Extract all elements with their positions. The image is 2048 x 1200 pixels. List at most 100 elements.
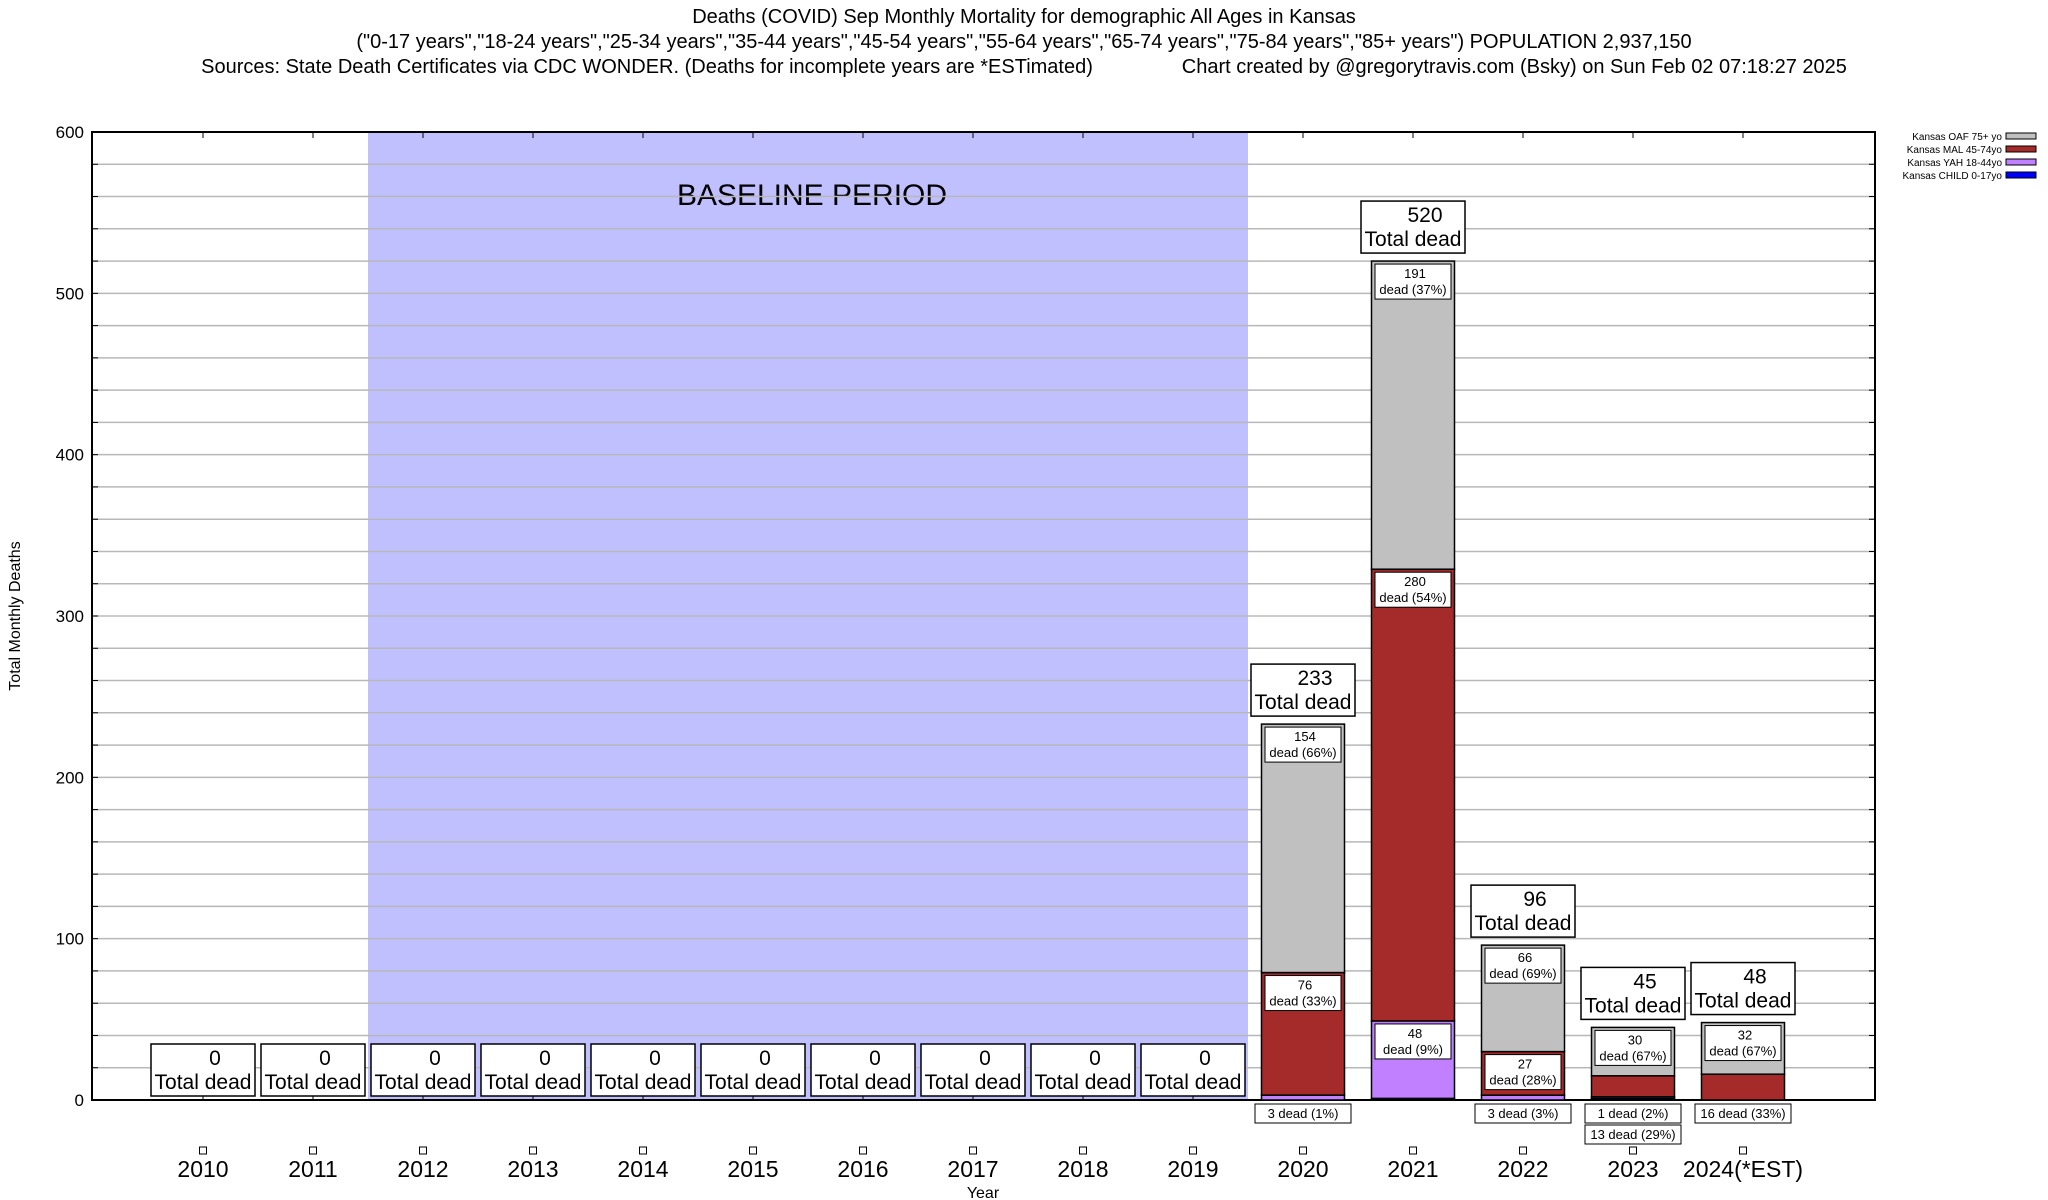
y-tick-label: 500 <box>56 284 84 303</box>
legend-label: Kansas CHILD 0-17yo <box>1903 171 2003 182</box>
legend-label: Kansas YAH 18-44yo <box>1907 158 2002 169</box>
segment-label-text: dead (9%) <box>1383 1042 1443 1057</box>
total-label-box <box>480 1043 586 1097</box>
segment-label-value: 154 <box>1294 729 1316 744</box>
total-label-value: 96 <box>1523 888 1546 911</box>
bar-segment <box>1590 1075 1676 1098</box>
total-label-box <box>1030 1043 1136 1097</box>
point-marker <box>1079 1146 1087 1155</box>
total-label-value: 0 <box>869 1047 881 1070</box>
baseline-label: BASELINE PERIOD <box>677 179 947 212</box>
total-label-box <box>700 1043 806 1097</box>
x-tick-label: 2024(*EST) <box>1683 1156 1803 1182</box>
total-label-text: Total dead <box>1585 994 1682 1017</box>
point-marker <box>1519 1146 1527 1155</box>
point-marker <box>419 1146 427 1155</box>
x-tick-label: 2017 <box>947 1156 998 1182</box>
segment-label-value: 76 <box>1298 978 1312 993</box>
segment-label-value: 191 <box>1404 266 1426 281</box>
total-label-value: 520 <box>1407 204 1442 227</box>
x-tick-label: 2022 <box>1497 1156 1548 1182</box>
x-tick-label: 2010 <box>177 1156 228 1182</box>
total-label-box <box>1470 884 1576 938</box>
y-tick-label: 0 <box>75 1091 84 1110</box>
segment-label-text: dead (28%) <box>1489 1073 1556 1088</box>
total-label-box <box>1690 961 1796 1016</box>
segment-label-box <box>1694 1103 1792 1124</box>
x-tick-label: 2019 <box>1167 1156 1218 1182</box>
segment-label-value: 66 <box>1518 950 1532 965</box>
x-tick-label: 2016 <box>837 1156 888 1182</box>
total-label-text: Total dead <box>815 1071 912 1094</box>
y-tick-label: 600 <box>56 123 84 142</box>
total-label-text: Total dead <box>375 1071 472 1094</box>
segment-label-box <box>1374 571 1452 608</box>
total-label-text: Total dead <box>1365 228 1462 251</box>
segment-label-box <box>1484 947 1562 984</box>
total-label-text: Total dead <box>1145 1071 1242 1094</box>
legend-swatch <box>2005 158 2037 166</box>
segment-label-text: dead (67%) <box>1599 1048 1666 1063</box>
point-marker <box>1739 1146 1747 1155</box>
chart-title: Deaths (COVID) Sep Monthly Mortality for… <box>692 6 1356 28</box>
point-marker <box>309 1146 317 1155</box>
total-label-text: Total dead <box>265 1071 362 1094</box>
segment-label-box <box>1584 1124 1682 1145</box>
total-label-value: 0 <box>319 1047 331 1070</box>
bar-segment <box>1370 568 1456 1022</box>
point-marker <box>749 1146 757 1155</box>
total-label-text: Total dead <box>1475 912 1572 935</box>
chart-subtitle: ("0-17 years","18-24 years","25-34 years… <box>356 31 1692 53</box>
total-label-box <box>920 1043 1026 1097</box>
total-label-value: 48 <box>1743 966 1766 989</box>
total-label-value: 0 <box>429 1047 441 1070</box>
segment-label-box <box>1264 975 1342 1012</box>
point-marker <box>859 1146 867 1155</box>
segment-label-value: 30 <box>1628 1032 1642 1047</box>
total-label-text: Total dead <box>1035 1071 1132 1094</box>
total-label-value: 0 <box>1089 1047 1101 1070</box>
bar-segment <box>1260 723 1346 974</box>
total-label-value: 0 <box>979 1047 991 1070</box>
x-tick-label: 2015 <box>727 1156 778 1182</box>
point-marker <box>1299 1146 1307 1155</box>
segment-label-text: dead (66%) <box>1269 745 1336 760</box>
x-tick-label: 2014 <box>617 1156 668 1182</box>
total-label-text: Total dead <box>705 1071 802 1094</box>
segment-label-text: 13 dead (29%) <box>1590 1127 1675 1142</box>
total-label-value: 45 <box>1633 970 1656 993</box>
segment-label-box <box>1474 1103 1572 1124</box>
point-marker <box>969 1146 977 1155</box>
total-label-text: Total dead <box>155 1071 252 1094</box>
plot-frame <box>91 131 1876 1101</box>
bar-segment <box>1700 1073 1786 1101</box>
x-axis-label: Year <box>967 1185 1000 1200</box>
segment-label-box <box>1704 1025 1782 1062</box>
point-marker <box>1189 1146 1197 1155</box>
segment-label-text: dead (69%) <box>1489 966 1556 981</box>
legend-label: Kansas MAL 45-74yo <box>1907 145 2003 156</box>
segment-label-text: dead (67%) <box>1709 1044 1776 1059</box>
segment-label-value: 32 <box>1738 1028 1752 1043</box>
total-label-text: Total dead <box>1255 691 1352 714</box>
total-label-value: 0 <box>539 1047 551 1070</box>
total-label-value: 233 <box>1297 667 1332 690</box>
total-label-text: Total dead <box>485 1071 582 1094</box>
y-axis-label: Total Monthly Deaths <box>7 541 24 690</box>
segment-label-text: 1 dead (2%) <box>1598 1106 1669 1121</box>
point-marker <box>1409 1146 1417 1155</box>
x-tick-label: 2018 <box>1057 1156 1108 1182</box>
y-tick-label: 300 <box>56 607 84 626</box>
point-marker <box>529 1146 537 1155</box>
x-tick-label: 2012 <box>397 1156 448 1182</box>
total-label-box <box>370 1043 476 1097</box>
legend-swatch <box>2005 171 2037 179</box>
point-marker <box>199 1146 207 1155</box>
segment-label-box <box>1374 263 1452 300</box>
segment-label-box <box>1264 726 1342 763</box>
y-tick-label: 100 <box>56 930 84 949</box>
segment-label-text: dead (33%) <box>1269 994 1336 1009</box>
total-label-box <box>1140 1043 1246 1097</box>
y-tick-label: 400 <box>56 446 84 465</box>
